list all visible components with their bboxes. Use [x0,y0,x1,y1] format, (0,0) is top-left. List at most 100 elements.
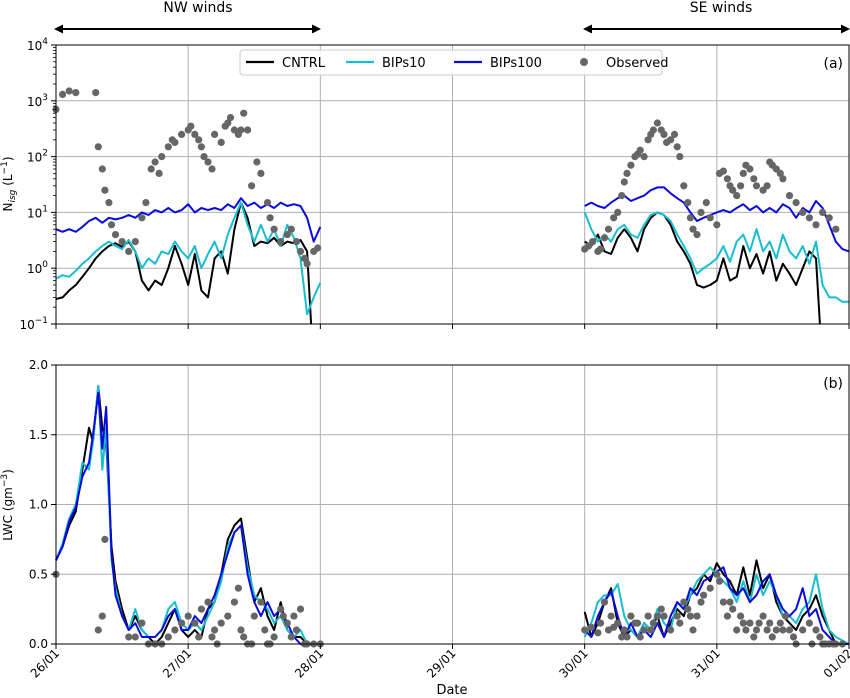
panel-b-y-tick-label: 0.5 [29,567,48,581]
panel-a-y-axis-label: Nisg (L−1) [0,156,18,211]
panel-b-observed-point [657,605,665,613]
panel-b-observed-point [204,598,212,606]
panel-a-observed-point [686,214,695,222]
panel-b-observed-point [789,633,798,641]
panel-a-observed-point [292,238,301,246]
panel-b-y-tick-label: 1.0 [29,498,48,512]
panel-a-observed-point [825,214,833,222]
panel-b-observed-point [633,619,642,627]
tick-exponent: 3 [42,93,48,103]
panel-a-observed-point [111,231,120,239]
panel-b-observed-point [640,626,648,634]
panel-a-observed-point [240,109,248,117]
panel-b-observed-point [208,633,216,641]
panel-a-observed-point [300,254,309,262]
panel-a-label: (a) [823,56,843,72]
panel-b-observed-point [230,598,238,606]
panel-b-observed-point [277,605,285,613]
panel-a-observed-point [604,225,613,233]
panel-b-observed-point [768,633,776,641]
panel-b-observed-point [676,619,684,627]
panel-b-observed-point [697,598,705,606]
panel-b-observed-point [594,629,602,637]
panel-a-observed-point [270,225,278,233]
panel-a-observed-point [296,247,305,255]
panel-b-observed-point [644,612,652,620]
panel-a-observed-point [776,169,784,177]
panel-b-observed-point [607,612,615,620]
panel-b-observed-point [742,626,750,634]
panel-a-y-tick-label: 101 [27,204,48,220]
panel-a-observed-point [171,138,179,146]
panel-b-observed-point [776,619,784,627]
panel-a-observed-point [702,199,710,207]
tick-base: 10 [27,95,42,109]
panel-a-series [55,186,850,325]
legend-swatch-observed [580,58,588,66]
panel-a-observed-point [266,214,274,222]
x-tick-label: 30/01 [556,646,590,680]
panel-a-observed-point [706,214,714,222]
panel-b-observed-point [706,584,714,592]
x-tick-label: 01/02 [821,646,850,680]
panel-a-observed-point [723,175,732,183]
panel-b-observed-point [257,598,265,606]
panel-a-observed-point [614,208,622,216]
panel-b-observed-point [283,619,291,627]
panel-a-observed-point [208,165,216,173]
panel-b-observed-point [653,612,662,620]
panel-b-observed-point [261,626,269,634]
tick-exponent: 2 [42,149,48,159]
panel-b-observed-point [737,612,745,620]
tick-base: 10 [27,262,42,276]
panel-a-observed-point [832,225,840,233]
panel-b-observed-point [636,633,644,641]
panel-b-observed-point [812,626,820,634]
panel-b-observed-point [171,626,179,634]
panel-a-x-ticks [55,324,850,329]
panel-b-observed-point [217,619,225,627]
panel-a-observed-point [719,167,728,175]
panel-b-observed-point [660,612,668,620]
tick-exponent: 0 [42,260,48,270]
panel-a-observed-point [155,169,163,177]
panel-a-observed-point [237,126,245,134]
tick-base: 10 [27,151,42,165]
panel-b-observed-point [587,623,595,631]
panel-a-observed-point [277,238,285,246]
panel-a-observed-point [72,89,80,97]
panel-b-observed-point [752,626,761,634]
panel-a-observed-point [98,165,106,173]
panel-b-observed-point [750,633,758,641]
panel-a-observed-point [217,138,225,146]
panel-b-y-tick-label: 1.5 [29,428,48,442]
panel-a-observed-point [195,136,203,144]
panel-b-observed-point [647,626,655,634]
panel-b-label: (b) [823,376,843,392]
panel-b-x-ticks: 26/01 27/01 28/01 29/01 30/01 31/01 01/02 [28,644,850,681]
legend-label-cntrl: CNTRL [282,56,326,71]
panel-b-observed-point [178,619,186,627]
panel-a-y-tick-label: 100 [27,260,48,276]
panel-a-observed-point [673,143,681,151]
panel-b-observed-point [805,619,814,627]
panel-b-y-ticks: 0.0 0.5 1.0 1.5 2.0 [29,358,56,651]
panel-a-observed-point [600,234,609,242]
tick-base: 10 [27,206,42,220]
panel-a-observed-point [805,214,814,222]
panel-a-observed-point [191,130,199,138]
panel-b-observed-point [779,626,787,634]
panel-a-observed-point [627,161,635,169]
panel-b-observed-point [296,605,305,613]
panel-b-observed-point [125,633,133,641]
panel-a-observed-point [620,178,628,186]
panel-b-observed-point [270,633,278,641]
panel-b-observed-point [693,612,701,620]
x-tick-label: 29/01 [424,646,458,680]
panel-b-observed-point [581,626,589,634]
panel-b-observed-point [600,598,609,606]
panel-b-observed-point [596,619,605,627]
panel-a-observed-point [733,192,741,200]
panel-b-series-bips10 [583,566,850,645]
panel-b-y-tick-label: 2.0 [29,358,48,372]
